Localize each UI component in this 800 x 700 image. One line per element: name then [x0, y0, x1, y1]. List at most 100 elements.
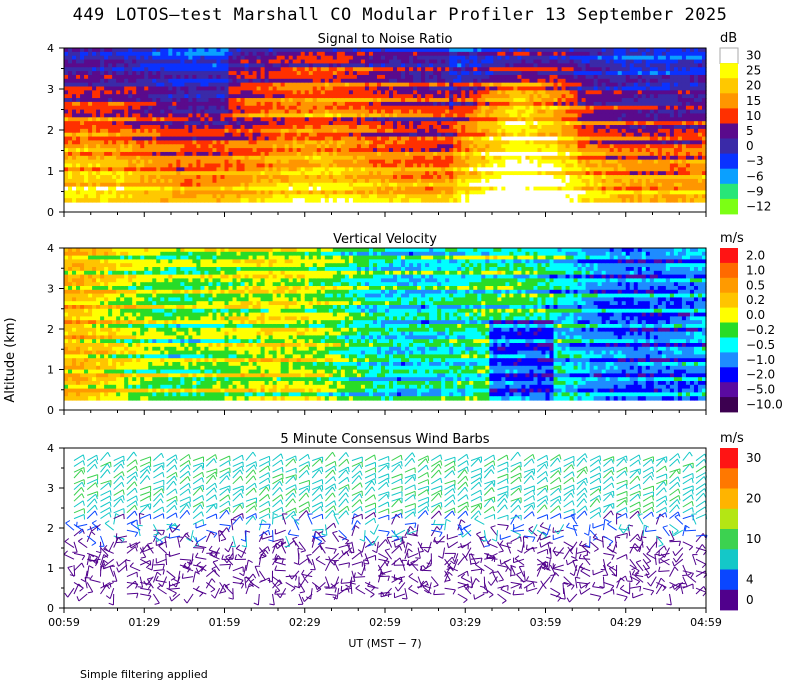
- y-tick-label: 0: [47, 206, 54, 219]
- legend-label: 4: [746, 573, 754, 587]
- legend-label: −10.0: [746, 398, 783, 412]
- legend-label: −6: [746, 169, 764, 183]
- legend-label: −3: [746, 154, 764, 168]
- legend-swatch: [720, 367, 738, 383]
- heatmap-cells: [64, 48, 707, 203]
- legend-swatch: [720, 262, 738, 279]
- panel-1: Signal to Noise Ratio01234dB302520151050…: [47, 31, 771, 219]
- legend-swatch: [720, 397, 738, 413]
- legend-swatch: [719, 47, 739, 64]
- legend-swatch: [720, 508, 738, 530]
- x-tick-label: 02:29: [289, 616, 321, 629]
- legend-swatch: [720, 248, 738, 264]
- legend-swatch: [720, 448, 738, 469]
- legend-swatch: [720, 337, 738, 353]
- legend-swatch: [720, 153, 738, 170]
- y-tick-label: 4: [47, 442, 54, 455]
- legend-label: 10: [746, 532, 761, 546]
- x-tick-label: 04:59: [690, 616, 722, 629]
- legend-label: 1.0: [746, 263, 765, 277]
- panel-title: Signal to Noise Ratio: [318, 32, 453, 47]
- legend-swatch: [720, 529, 738, 550]
- y-tick-label: 3: [47, 83, 54, 96]
- y-tick-label: 2: [47, 323, 54, 336]
- y-tick-label: 2: [47, 124, 54, 137]
- legend-label: −5.0: [746, 383, 775, 397]
- footnote: Simple filtering applied: [80, 668, 208, 681]
- legend-swatch: [720, 78, 738, 94]
- x-tick-label: 01:29: [128, 616, 160, 629]
- legend-label: −1.0: [746, 353, 775, 367]
- legend-swatch: [720, 322, 738, 338]
- x-tick-label: 03:29: [449, 616, 481, 629]
- legend-label: 30: [746, 49, 761, 63]
- y-tick-label: 0: [47, 404, 54, 417]
- y-tick-label: 4: [47, 42, 54, 55]
- legend-swatch: [720, 183, 738, 200]
- y-tick-label: 3: [47, 283, 54, 296]
- legend-swatch: [720, 168, 738, 185]
- y-tick-label: 1: [47, 562, 54, 575]
- legend-swatch: [720, 488, 738, 510]
- legend-swatch: [720, 382, 738, 398]
- legend-label: 15: [746, 94, 761, 108]
- x-tick-label: 00:59: [48, 616, 80, 629]
- legend-label: −0.5: [746, 338, 775, 352]
- legend-swatch: [720, 198, 738, 215]
- legend-swatch: [720, 549, 738, 570]
- legend-label: 0.0: [746, 308, 765, 322]
- page-title: 449 LOTOS—test Marshall CO Modular Profi…: [72, 5, 728, 25]
- y-tick-label: 2: [47, 522, 54, 535]
- legend-unit: dB: [720, 31, 737, 46]
- legend-unit: m/s: [720, 431, 744, 446]
- legend-swatch: [720, 108, 738, 124]
- x-tick-label: 03:59: [530, 616, 562, 629]
- legend-label: 0.2: [746, 293, 765, 307]
- legend-unit: m/s: [720, 231, 744, 246]
- legend-label: 20: [746, 79, 761, 93]
- legend-label: 0.5: [746, 278, 765, 292]
- panel-title: Vertical Velocity: [333, 232, 437, 247]
- legend-swatch: [720, 277, 738, 294]
- legend-label: −2.0: [746, 368, 775, 382]
- legend-label: −12: [746, 200, 771, 214]
- legend-swatch: [720, 569, 738, 591]
- y-tick-label: 1: [47, 165, 54, 178]
- legend-label: 2.0: [746, 249, 765, 263]
- y-tick-label: 1: [47, 364, 54, 377]
- legend-swatch: [720, 63, 738, 79]
- color-legend: m/s30 20 10 4 0: [720, 431, 761, 611]
- y-tick-label: 4: [47, 242, 54, 255]
- y-tick-label: 0: [47, 602, 54, 615]
- legend-label: 0: [746, 139, 754, 153]
- legend-label: 5: [746, 124, 754, 138]
- y-tick-label: 3: [47, 482, 54, 495]
- color-legend: m/s2.01.00.50.20.0−0.2−0.5−1.0−2.0−5.0−1…: [720, 231, 783, 413]
- wind-barbs: [63, 451, 708, 606]
- x-axis-label: UT (MST − 7): [348, 637, 421, 650]
- panel-2: Vertical Velocity 0 1 2 3 4 m/s2.01.00.50.20.0…: [47, 231, 783, 417]
- x-tick-label: 02:59: [369, 616, 401, 629]
- legend-swatch: [720, 352, 738, 368]
- panel-title: 5 Minute Consensus Wind Barbs: [280, 432, 489, 447]
- legend-label: 0: [746, 593, 754, 607]
- legend-swatch: [720, 123, 738, 139]
- legend-label: −0.2: [746, 323, 775, 337]
- legend-label: 30: [746, 451, 761, 465]
- legend-swatch: [720, 468, 738, 489]
- legend-swatch: [720, 589, 738, 611]
- legend-swatch: [720, 292, 738, 308]
- legend-label: −9: [746, 184, 764, 198]
- legend-swatch: [720, 307, 738, 323]
- legend-swatch: [720, 93, 738, 109]
- heatmap-cells: [64, 248, 707, 401]
- legend-label: 10: [746, 109, 761, 123]
- x-tick-label: 01:59: [209, 616, 241, 629]
- x-tick-label: 04:29: [610, 616, 642, 629]
- legend-swatch: [720, 138, 738, 154]
- legend-label: 20: [746, 492, 761, 506]
- legend-label: 25: [746, 64, 761, 78]
